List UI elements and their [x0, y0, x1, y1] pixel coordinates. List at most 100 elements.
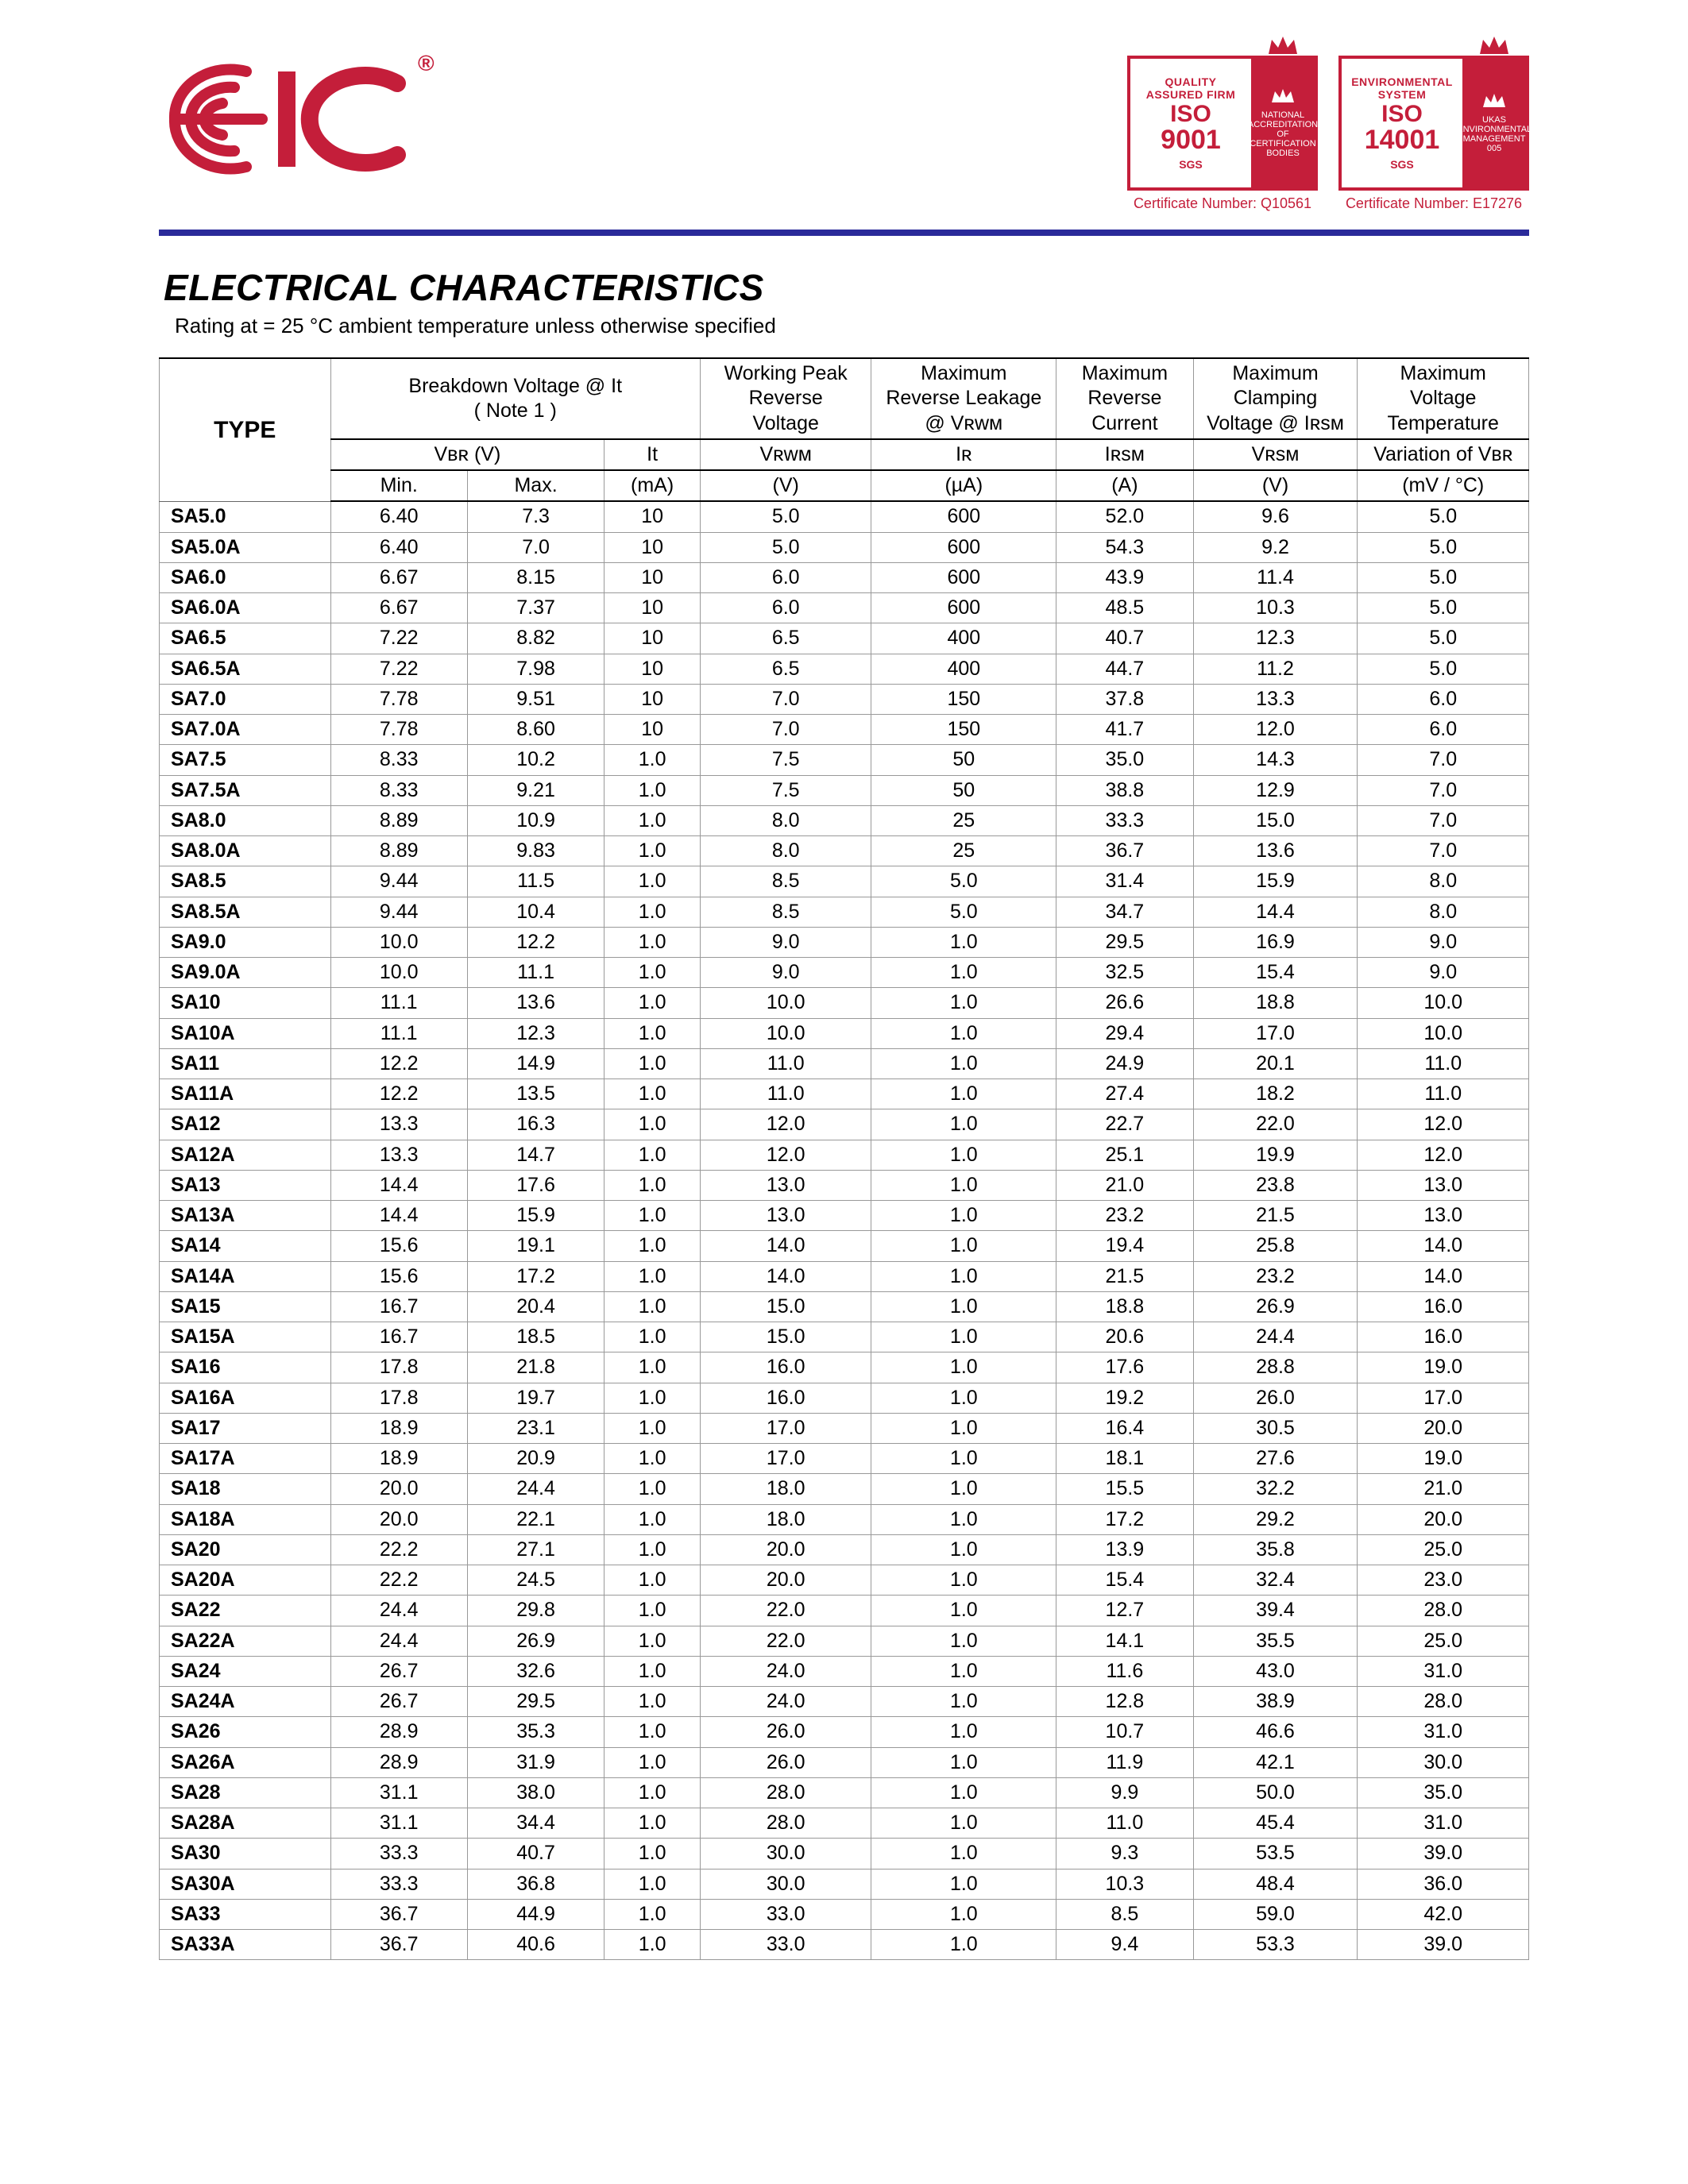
value-cell: 54.3	[1056, 532, 1193, 562]
table-row: SA6.06.678.15106.060043.911.45.0	[160, 562, 1529, 592]
table-row: SA8.0A8.899.831.08.02536.713.67.0	[160, 836, 1529, 866]
header-rule	[159, 230, 1529, 236]
value-cell: 16.0	[700, 1352, 871, 1383]
value-cell: 11.0	[700, 1048, 871, 1078]
value-cell: 15.0	[1193, 805, 1358, 835]
value-cell: 1.0	[605, 1261, 701, 1291]
value-cell: 11.4	[1193, 562, 1358, 592]
type-cell: SA9.0A	[160, 958, 331, 988]
value-cell: 26.6	[1056, 988, 1193, 1018]
value-cell: 13.3	[330, 1140, 467, 1170]
value-cell: 59.0	[1193, 1899, 1358, 1929]
type-cell: SA18A	[160, 1504, 331, 1534]
value-cell: 5.0	[1358, 501, 1529, 532]
value-cell: 10.0	[700, 1018, 871, 1048]
value-cell: 1.0	[605, 1717, 701, 1747]
value-cell: 1.0	[605, 1839, 701, 1869]
crown-icon	[1271, 88, 1295, 106]
type-cell: SA12	[160, 1109, 331, 1140]
value-cell: 48.4	[1193, 1869, 1358, 1899]
value-cell: 20.0	[700, 1534, 871, 1565]
value-cell: 14.7	[467, 1140, 604, 1170]
table-row: SA12A13.314.71.012.01.025.119.912.0	[160, 1140, 1529, 1170]
value-cell: 36.7	[330, 1899, 467, 1929]
value-cell: 30.0	[700, 1869, 871, 1899]
value-cell: 18.2	[1193, 1079, 1358, 1109]
value-cell: 21.5	[1193, 1201, 1358, 1231]
value-cell: 15.0	[700, 1291, 871, 1322]
value-cell: 8.33	[330, 745, 467, 775]
value-cell: 6.0	[700, 593, 871, 623]
value-cell: 1.0	[871, 1048, 1056, 1078]
type-cell: SA13	[160, 1170, 331, 1200]
value-cell: 17.8	[330, 1352, 467, 1383]
value-cell: 1.0	[605, 1322, 701, 1352]
value-cell: 26.9	[1193, 1291, 1358, 1322]
value-cell: 1.0	[871, 1717, 1056, 1747]
value-cell: 1.0	[871, 1261, 1056, 1291]
table-row: SA3033.340.71.030.01.09.353.539.0	[160, 1839, 1529, 1869]
value-cell: 38.0	[467, 1777, 604, 1808]
value-cell: 1.0	[871, 1869, 1056, 1899]
value-cell: 8.0	[1358, 897, 1529, 927]
type-cell: SA8.0	[160, 805, 331, 835]
value-cell: 27.4	[1056, 1079, 1193, 1109]
value-cell: 19.7	[467, 1383, 604, 1413]
value-cell: 29.4	[1056, 1018, 1193, 1048]
value-cell: 1.0	[871, 1231, 1056, 1261]
value-cell: 7.78	[330, 715, 467, 745]
value-cell: 12.0	[700, 1109, 871, 1140]
value-cell: 25	[871, 805, 1056, 835]
section-subtitle: Rating at = 25 °C ambient temperature un…	[175, 314, 1529, 338]
cert-iso9001: QUALITY ASSURED FIRM ISO 9001 SGS NATION…	[1127, 56, 1318, 212]
value-cell: 7.0	[467, 532, 604, 562]
value-cell: 1.0	[871, 1170, 1056, 1200]
value-cell: 7.0	[1358, 805, 1529, 835]
value-cell: 52.0	[1056, 501, 1193, 532]
value-cell: 12.8	[1056, 1687, 1193, 1717]
value-cell: 22.1	[467, 1504, 604, 1534]
value-cell: 25.1	[1056, 1140, 1193, 1170]
value-cell: 1.0	[871, 1201, 1056, 1231]
value-cell: 1.0	[605, 1140, 701, 1170]
value-cell: 8.60	[467, 715, 604, 745]
value-cell: 1.0	[871, 1291, 1056, 1322]
value-cell: 32.5	[1056, 958, 1193, 988]
value-cell: 33.0	[700, 1899, 871, 1929]
value-cell: 11.6	[1056, 1656, 1193, 1686]
type-cell: SA15A	[160, 1322, 331, 1352]
sym-ir: Iʀ	[871, 439, 1056, 470]
value-cell: 11.0	[1358, 1048, 1529, 1078]
value-cell: 400	[871, 623, 1056, 654]
value-cell: 21.0	[1358, 1474, 1529, 1504]
value-cell: 20.0	[330, 1474, 467, 1504]
value-cell: 1.0	[605, 1899, 701, 1929]
value-cell: 26.0	[700, 1747, 871, 1777]
value-cell: 17.0	[1358, 1383, 1529, 1413]
table-row: SA17A18.920.91.017.01.018.127.619.0	[160, 1444, 1529, 1474]
type-cell: SA18	[160, 1474, 331, 1504]
value-cell: 24.0	[700, 1687, 871, 1717]
value-cell: 50.0	[1193, 1777, 1358, 1808]
value-cell: 20.1	[1193, 1048, 1358, 1078]
table-row: SA2426.732.61.024.01.011.643.031.0	[160, 1656, 1529, 1686]
value-cell: 18.0	[700, 1474, 871, 1504]
type-cell: SA11A	[160, 1079, 331, 1109]
value-cell: 150	[871, 715, 1056, 745]
value-cell: 16.0	[700, 1383, 871, 1413]
unit-it: (mA)	[605, 470, 701, 501]
value-cell: 1.0	[605, 1534, 701, 1565]
type-cell: SA26A	[160, 1747, 331, 1777]
value-cell: 1.0	[605, 1930, 701, 1960]
value-cell: 1.0	[871, 1322, 1056, 1352]
value-cell: 1.0	[605, 1656, 701, 1686]
value-cell: 27.1	[467, 1534, 604, 1565]
value-cell: 19.9	[1193, 1140, 1358, 1170]
table-row: SA1820.024.41.018.01.015.532.221.0	[160, 1474, 1529, 1504]
value-cell: 18.0	[700, 1504, 871, 1534]
value-cell: 1.0	[605, 988, 701, 1018]
value-cell: 1.0	[871, 1109, 1056, 1140]
value-cell: 6.40	[330, 501, 467, 532]
value-cell: 50	[871, 745, 1056, 775]
type-cell: SA6.0	[160, 562, 331, 592]
